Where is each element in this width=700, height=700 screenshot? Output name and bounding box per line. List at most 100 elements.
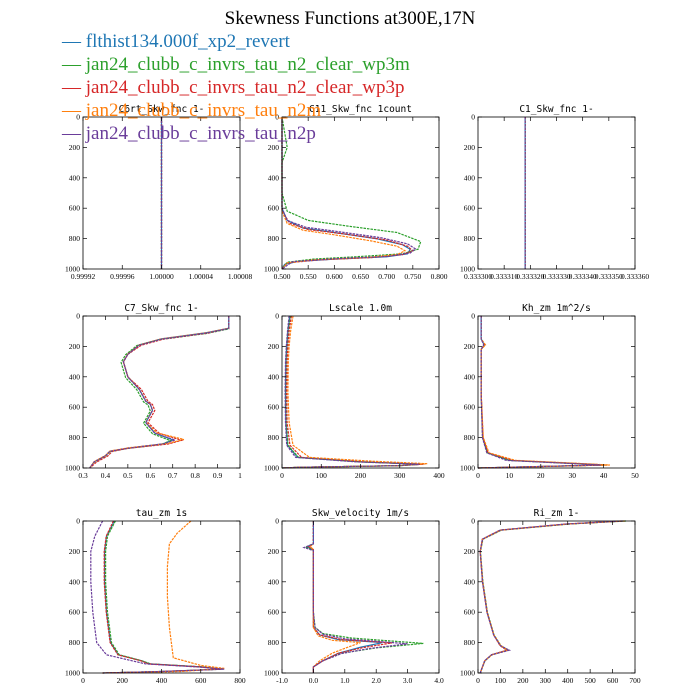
series-line (477, 316, 610, 469)
y-tick-label: 600 (268, 608, 280, 617)
series-line (477, 316, 607, 469)
x-tick-label: 100 (316, 471, 328, 480)
x-tick-label: 0.5 (123, 471, 133, 480)
chart-panel: C1_Skw_fnc 1-020040060080010000.3333000.… (460, 104, 649, 281)
series-line (281, 315, 420, 469)
series-line (479, 520, 625, 674)
x-tick-label: 0.99992 (71, 272, 96, 281)
x-tick-label: 3.0 (403, 676, 413, 685)
series-line (305, 521, 383, 673)
y-tick-label: 1000 (264, 464, 279, 473)
x-tick-label: 0.333320 (516, 272, 544, 281)
legend-line-icon: — (62, 100, 86, 121)
series-line (477, 316, 601, 469)
x-tick-label: 0.3 (78, 471, 88, 480)
x-tick-label: 0.7 (168, 471, 178, 480)
y-tick-label: 800 (268, 638, 280, 647)
y-tick-label: 400 (69, 577, 81, 586)
y-tick-label: 1000 (460, 265, 475, 274)
panel-title: Kh_zm 1m^2/s (522, 303, 591, 314)
series-line (281, 116, 422, 270)
x-tick-label: 0.0 (309, 676, 319, 685)
y-tick-label: 200 (464, 342, 476, 351)
legend-entry: — jan24_clubb_c_invrs_tau_n2_clear_wp3m (62, 53, 410, 76)
series-line (102, 520, 223, 674)
x-tick-label: 4.0 (434, 676, 444, 685)
x-tick-label: 40 (600, 471, 608, 480)
x-tick-label: 0.550 (300, 272, 317, 281)
legend-entry: — flthist134.000f_xp2_revert (62, 30, 410, 53)
y-tick-label: 0 (76, 517, 80, 526)
x-tick-label: 600 (607, 676, 619, 685)
legend-label: jan24_clubb_c_invrs_tau_n2_clear_wp3m (85, 54, 410, 75)
x-tick-label: 0 (476, 676, 480, 685)
legend-label: jan24_clubb_c_invrs_tau_n2_clear_wp3p (85, 77, 405, 98)
series-line (102, 520, 221, 674)
x-tick-label: 600 (195, 676, 207, 685)
y-tick-label: 600 (268, 403, 280, 412)
x-tick-label: 200 (117, 676, 129, 685)
y-tick-label: 600 (69, 403, 81, 412)
x-tick-label: 0.9 (213, 471, 223, 480)
y-tick-label: 800 (464, 638, 476, 647)
y-tick-label: 400 (464, 173, 476, 182)
x-tick-label: 200 (355, 471, 367, 480)
series-line (89, 316, 230, 469)
legend-entry: — jan24_clubb_c_invrs_tau_n2m (62, 99, 410, 122)
y-tick-label: 800 (69, 638, 81, 647)
series-line (479, 520, 627, 674)
y-tick-label: 600 (69, 204, 81, 213)
y-tick-label: 200 (69, 143, 81, 152)
x-tick-label: 0.99996 (110, 272, 135, 281)
y-tick-label: 600 (464, 204, 476, 213)
y-tick-label: 0 (275, 312, 279, 321)
x-tick-label: 0.800 (431, 272, 448, 281)
y-tick-label: 800 (464, 234, 476, 243)
y-tick-label: 1000 (460, 669, 475, 678)
x-tick-label: 1.00000 (149, 272, 174, 281)
y-tick-label: 800 (268, 433, 280, 442)
x-tick-label: -1.0 (276, 676, 288, 685)
panel-title: C1_Skw_fnc 1- (519, 104, 593, 115)
x-tick-label: 0.650 (352, 272, 369, 281)
y-tick-label: 800 (268, 234, 280, 243)
x-tick-label: 700 (629, 676, 641, 685)
plot-frame (477, 116, 636, 270)
y-tick-label: 400 (268, 577, 280, 586)
series-line (477, 316, 604, 469)
y-tick-label: 400 (69, 372, 81, 381)
series-line (102, 520, 222, 674)
x-tick-label: 0 (476, 471, 480, 480)
y-tick-label: 200 (268, 342, 280, 351)
y-tick-label: 1000 (264, 669, 279, 678)
x-tick-label: 1.0 (340, 676, 350, 685)
x-tick-label: 0.4 (101, 471, 111, 480)
legend-line-icon: — (62, 77, 86, 98)
y-tick-label: 400 (69, 173, 81, 182)
y-tick-label: 800 (464, 433, 476, 442)
x-tick-label: 100 (495, 676, 507, 685)
x-tick-label: 500 (585, 676, 597, 685)
x-tick-label: 20 (537, 471, 545, 480)
panel-title: Skw_velocity 1m/s (312, 508, 409, 519)
series-line (281, 315, 424, 469)
series-line (477, 316, 607, 469)
y-tick-label: 1000 (65, 669, 80, 678)
y-tick-label: 1000 (65, 464, 80, 473)
legend-label: jan24_clubb_c_invrs_tau_n2p (85, 123, 316, 144)
x-tick-label: 0 (280, 471, 284, 480)
x-tick-label: 0 (81, 676, 85, 685)
plot-frame (477, 520, 636, 674)
y-tick-label: 600 (268, 204, 280, 213)
legend-entry: — jan24_clubb_c_invrs_tau_n2p (62, 122, 410, 145)
x-tick-label: 1 (238, 471, 242, 480)
x-tick-label: 0.333340 (569, 272, 597, 281)
x-tick-label: 0.333350 (595, 272, 623, 281)
y-tick-label: 400 (268, 173, 280, 182)
